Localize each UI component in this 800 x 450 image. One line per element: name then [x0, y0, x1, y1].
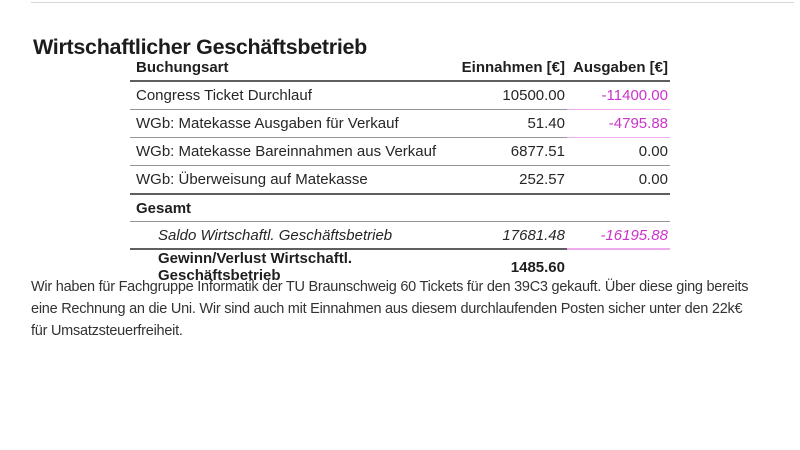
saldo-row: Saldo Wirtschaftl. Geschäftsbetrieb 1768…	[130, 221, 670, 250]
expense-cell: -4795.88	[567, 109, 670, 138]
income-cell: 6877.51	[442, 137, 567, 166]
column-header-booking-type: Buchungsart	[130, 55, 442, 82]
financial-report-table: Buchungsart Einnahmen [€] Ausgaben [€] C…	[130, 55, 670, 284]
expense-cell: 0.00	[567, 137, 670, 166]
booking-type-cell: Congress Ticket Durchlauf	[130, 81, 442, 110]
expense-cell: -11400.00	[567, 81, 670, 110]
explanatory-paragraph: Wir haben für Fachgruppe Informatik der …	[31, 276, 749, 342]
income-cell: 17681.48	[442, 221, 567, 250]
booking-type-cell: WGb: Matekasse Bareinnahmen aus Verkauf	[130, 137, 442, 166]
income-cell: 1485.60	[510, 258, 565, 276]
income-cell: 51.40	[442, 109, 567, 138]
expense-cell	[567, 194, 670, 222]
column-header-expenses: Ausgaben [€]	[567, 55, 670, 82]
table-row: WGb: Matekasse Ausgaben für Verkauf 51.4…	[130, 109, 670, 138]
booking-type-cell: WGb: Überweisung auf Matekasse	[130, 165, 442, 195]
section-label: Gesamt	[130, 194, 442, 222]
paragraph-line: Wir haben für Fachgruppe Informatik der …	[31, 279, 749, 295]
expense-cell: -16195.88	[567, 221, 670, 250]
booking-type-cell: Gewinn/Verlust Wirtschaftl. Geschäftsbet…	[158, 250, 353, 284]
section-divider-rule	[31, 2, 794, 3]
income-cell: 252.57	[442, 165, 567, 195]
booking-type-cell: Saldo Wirtschaftl. Geschäftsbetrieb	[130, 221, 442, 250]
result-row: Gewinn/Verlust Wirtschaftl. Geschäftsbet…	[130, 249, 670, 284]
table-row: WGb: Matekasse Bareinnahmen aus Verkauf …	[130, 137, 670, 166]
income-cell: 10500.00	[442, 81, 567, 110]
paragraph-line: eine Rechnung an die Uni. Wir sind auch …	[31, 301, 743, 317]
table-row: WGb: Überweisung auf Matekasse 252.57 0.…	[130, 165, 670, 195]
table-header-row: Buchungsart Einnahmen [€] Ausgaben [€]	[130, 55, 670, 82]
section-row-gesamt: Gesamt	[130, 194, 670, 222]
booking-type-cell: WGb: Matekasse Ausgaben für Verkauf	[130, 109, 442, 138]
table-row: Congress Ticket Durchlauf 10500.00 -1140…	[130, 81, 670, 110]
column-header-income: Einnahmen [€]	[442, 55, 567, 82]
income-cell	[442, 194, 567, 222]
expense-cell: 0.00	[567, 165, 670, 195]
paragraph-line: für Umsatzsteuerfreiheit.	[31, 323, 183, 339]
